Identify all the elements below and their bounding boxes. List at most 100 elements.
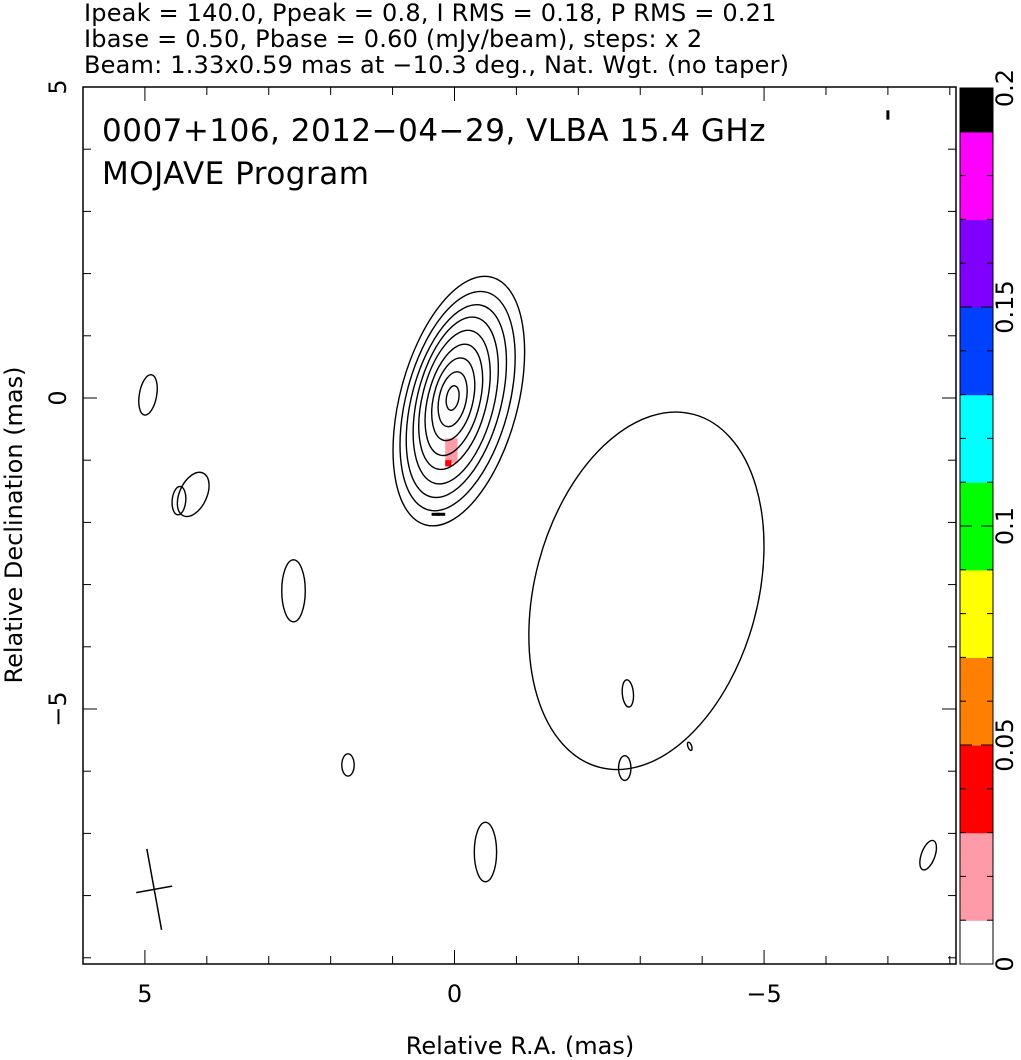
colorbar-segment (960, 569, 993, 585)
colorbar-tick-label: 0.1 (991, 507, 1019, 545)
colorbar-segment (960, 788, 993, 804)
colorbar-segment (960, 701, 993, 717)
polarization-pixel (445, 460, 452, 467)
core-contour (431, 357, 476, 442)
y-axis-label: Relative Declination (mas) (0, 366, 28, 683)
colorbar-segment (960, 88, 993, 104)
colorbar-tick-label: 0.15 (991, 280, 1019, 333)
colorbar-segment (960, 774, 993, 790)
colorbar-segment (960, 365, 993, 381)
emission-contour (919, 839, 938, 871)
colorbar-segment (960, 540, 993, 556)
polarization-pixel (445, 438, 458, 451)
x-tick-label: −5 (746, 980, 781, 1008)
plot-frame (82, 86, 957, 965)
emission-contour (138, 374, 158, 416)
colorbar-segment (960, 146, 993, 162)
beam-minor-axis (136, 885, 173, 894)
colorbar-segment (960, 847, 993, 863)
colorbar-segment (960, 628, 993, 644)
colorbar-segment (960, 526, 993, 542)
colorbar-segment (960, 642, 993, 658)
x-tick-label: 0 (447, 980, 462, 1008)
colorbar-segment (960, 423, 993, 439)
colorbar-segment (960, 467, 993, 483)
colorbar-segment (960, 920, 993, 936)
core-contour (405, 304, 508, 499)
y-tick-label: −5 (44, 691, 72, 726)
colorbar-segment (960, 584, 993, 600)
core-contour (392, 275, 526, 527)
colorbar-segment (960, 482, 993, 498)
colorbar-segment (960, 161, 993, 177)
emission-contour (281, 559, 306, 623)
colorbar-segment (960, 204, 993, 220)
colorbar-segment (960, 555, 993, 571)
header-line-base: Ibase = 0.50, Pbase = 0.60 (mJy/beam), s… (84, 25, 703, 53)
colorbar-segment (960, 321, 993, 337)
colorbar-segment (960, 613, 993, 629)
colorbar-tick-label: 0.05 (991, 718, 1019, 771)
core-contour (445, 385, 460, 411)
x-axis-label: Relative R.A. (mas) (406, 1032, 634, 1060)
colorbar-segment (960, 453, 993, 469)
map-subtitle: MOJAVE Program (102, 156, 369, 192)
colorbar-segment (960, 131, 993, 147)
colorbar-segment (960, 686, 993, 702)
colorbar-segment (960, 876, 993, 892)
core-contour (418, 329, 491, 471)
colorbar-segment (960, 818, 993, 834)
colorbar-segment (960, 730, 993, 746)
colorbar-segment (960, 409, 993, 425)
colorbar-segment (960, 861, 993, 877)
colorbar-segment (960, 263, 993, 279)
header-line-beam: Beam: 1.33x0.59 mas at −10.3 deg., Nat. … (84, 51, 790, 79)
colorbar-segment (960, 745, 993, 761)
core-contour (424, 343, 484, 457)
colorbar-segment (960, 657, 993, 673)
colorbar-segment (960, 599, 993, 615)
colorbar-segment (960, 277, 993, 293)
colorbar-segment (960, 117, 993, 133)
colorbar-tick-label: 0.2 (991, 69, 1019, 107)
emission-contour (171, 485, 187, 516)
emission-contour (528, 411, 765, 771)
colorbar-segment (960, 234, 993, 250)
colorbar-segment (960, 336, 993, 352)
colorbar-segment (960, 219, 993, 235)
y-tick-label: 5 (44, 79, 72, 94)
colorbar-segment (960, 307, 993, 323)
colorbar-segment (960, 803, 993, 819)
colorbar-segment (960, 905, 993, 921)
colorbar-segment (960, 832, 993, 848)
colorbar-segment (960, 759, 993, 775)
colorbar-segment (960, 715, 993, 731)
emission-contour (686, 741, 693, 752)
emission-contour (473, 821, 498, 883)
emission-contour (176, 471, 210, 518)
colorbar-segment (960, 350, 993, 366)
colorbar-segment (960, 175, 993, 191)
map-title: 0007+106, 2012−04−29, VLBA 15.4 GHz (102, 113, 766, 149)
colorbar-segment (960, 394, 993, 410)
emission-contour (617, 754, 632, 782)
colorbar-segment (960, 380, 993, 396)
colorbar-segment (960, 934, 993, 950)
colorbar-segment (960, 438, 993, 454)
colorbar-segment (960, 891, 993, 907)
emission-contour (341, 753, 355, 777)
core-contour (412, 316, 500, 485)
colorbar-tick-label: 0 (991, 956, 1019, 971)
colorbar-segment (960, 102, 993, 118)
header-line-peak: Ipeak = 140.0, Ppeak = 0.8, I RMS = 0.18… (84, 0, 777, 27)
colorbar-segment (960, 496, 993, 512)
core-contour (399, 290, 516, 512)
colorbar-segment (960, 292, 993, 308)
colorbar-segment (960, 248, 993, 264)
emission-contour (621, 679, 635, 708)
colorbar-segment (960, 190, 993, 206)
colorbar-segment (960, 672, 993, 688)
x-tick-label: 5 (137, 980, 152, 1008)
core-contour (437, 371, 468, 428)
